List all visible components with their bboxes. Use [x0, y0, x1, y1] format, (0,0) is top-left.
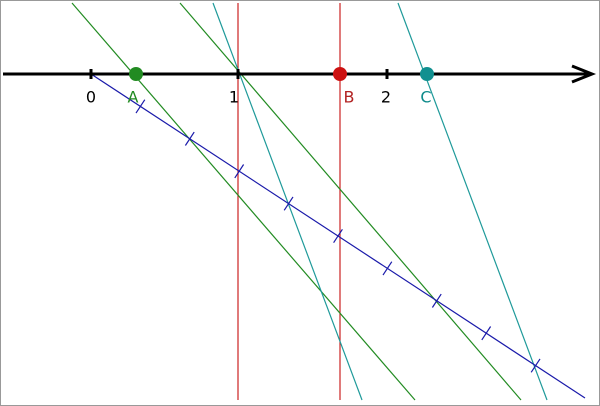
- segment-tick: [234, 164, 245, 179]
- segment-tick: [135, 99, 146, 114]
- segment-tick: [481, 326, 492, 341]
- tick-label: 1: [229, 88, 239, 107]
- segment-tick: [184, 131, 195, 146]
- arrow-head: [571, 64, 597, 84]
- segment-tick: [283, 196, 294, 211]
- point-label: B: [344, 88, 355, 107]
- segment-tick: [382, 261, 393, 276]
- tick-label: 2: [381, 88, 391, 107]
- segment-tick: [333, 228, 343, 244]
- segment-tick: [530, 358, 541, 373]
- point-label: C: [420, 88, 431, 107]
- green-line: [71, 2, 416, 401]
- point-label: A: [128, 88, 139, 107]
- point[interactable]: [420, 67, 434, 81]
- tick-label: 0: [86, 88, 96, 107]
- blue-ticks: [135, 99, 541, 373]
- point[interactable]: [129, 67, 143, 81]
- point[interactable]: [333, 67, 347, 81]
- segment-tick: [431, 293, 442, 308]
